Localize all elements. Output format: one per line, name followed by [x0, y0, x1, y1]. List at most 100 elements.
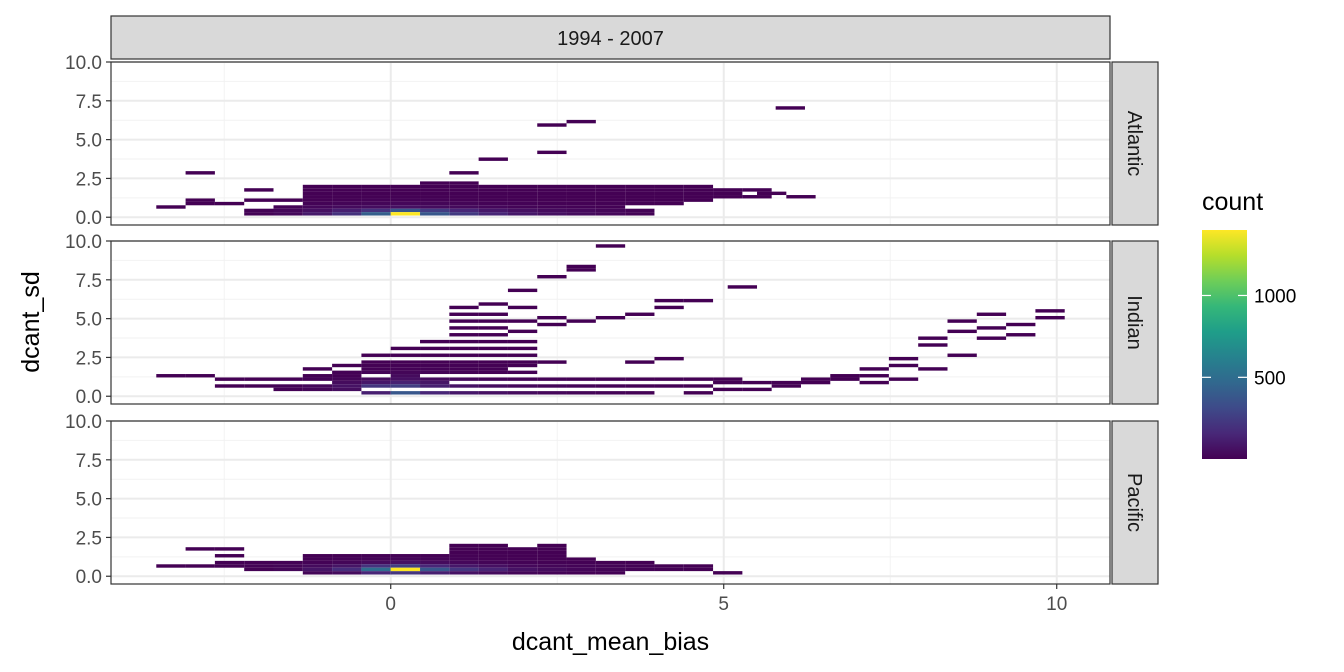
- heatmap-cell: [654, 384, 684, 388]
- heatmap-cell: [625, 564, 655, 568]
- heatmap-cell: [478, 557, 508, 561]
- y-tick-label: 7.5: [76, 271, 102, 292]
- heatmap-cell: [332, 363, 362, 368]
- heatmap-cell: [449, 201, 479, 206]
- heatmap-cell: [302, 188, 333, 192]
- heatmap-cell: [185, 547, 215, 551]
- heatmap-cell: [332, 557, 362, 561]
- heatmap-cell: [420, 195, 450, 199]
- heatmap-cell: [683, 298, 714, 303]
- y-tick-label: 0.0: [76, 208, 102, 229]
- heatmap-cell: [449, 326, 479, 330]
- heatmap-cell: [449, 339, 479, 344]
- heatmap-cell: [742, 387, 772, 392]
- heatmap-cell: [478, 571, 508, 575]
- heatmap-cell: [683, 564, 714, 568]
- legend-colorbar-fill: [1202, 230, 1247, 459]
- heatmap-cell: [595, 567, 626, 572]
- heatmap-cell: [947, 319, 977, 323]
- heatmap-cell: [478, 312, 508, 316]
- heatmap-cell: [449, 305, 479, 310]
- heatmap-cell: [390, 370, 421, 375]
- heatmap-cell: [449, 554, 479, 558]
- heatmap-cell: [727, 285, 758, 289]
- heatmap-cell: [478, 363, 508, 368]
- heatmap-cell: [566, 567, 596, 572]
- heatmap-cell: [478, 201, 508, 206]
- heatmap-cell: [507, 339, 538, 344]
- heatmap-cell: [918, 343, 948, 347]
- y-tick-label: 10.0: [65, 53, 102, 74]
- x-axis-title: dcant_mean_bias: [512, 628, 709, 656]
- heatmap-cell: [976, 312, 1007, 316]
- heatmap-cell: [478, 367, 508, 371]
- heatmap-cell: [566, 564, 596, 568]
- heatmap-cell: [786, 195, 816, 199]
- heatmap-cell: [976, 326, 1007, 330]
- heatmap-cell: [302, 387, 333, 392]
- legend-colorbar: [1202, 230, 1247, 459]
- heatmap-cell: [566, 560, 596, 565]
- heatmap-cell: [302, 191, 333, 196]
- heatmap-cell: [595, 198, 626, 202]
- heatmap-cell: [654, 377, 684, 381]
- heatmap-cell: [537, 191, 567, 196]
- y-tick-label: 10.0: [65, 232, 102, 253]
- facet-row-strip: [1111, 61, 1159, 226]
- heatmap-cell: [537, 274, 567, 279]
- heatmap-cell: [537, 208, 567, 213]
- heatmap-cell: [683, 191, 714, 196]
- heatmap-cell: [654, 356, 684, 361]
- heatmap-cell: [361, 567, 391, 572]
- heatmap-cell: [273, 567, 303, 572]
- legend-tick-label: 500: [1254, 368, 1286, 389]
- heatmap-cell: [449, 567, 479, 572]
- heatmap-cell: [302, 567, 333, 572]
- facet-panels: 0.0 2.5 5.0 7.5 10.0 Atlantic 0.0 2.5 5.0 7.5 10.0…: [65, 53, 1159, 588]
- heatmap-cell: [332, 201, 362, 206]
- heatmap-cell: [302, 374, 333, 378]
- heatmap-cell: [507, 208, 538, 213]
- heatmap-cell: [537, 560, 567, 565]
- heatmap-cell: [449, 560, 479, 565]
- heatmap-cell: [625, 384, 655, 388]
- heatmap-cell: [1006, 333, 1036, 337]
- heatmap-cell: [390, 374, 421, 378]
- heatmap-cell: [478, 184, 508, 189]
- heatmap-cell: [713, 377, 743, 381]
- heatmap-cell: [390, 212, 421, 216]
- heatmap-cell: [859, 380, 889, 385]
- heatmap-cell: [302, 205, 333, 209]
- heatmap-cell: [537, 201, 567, 206]
- heatmap-cell: [273, 384, 303, 388]
- heatmap-cell: [742, 380, 772, 385]
- heatmap-cell: [1035, 315, 1065, 320]
- heatmap-cell: [361, 370, 391, 375]
- heatmap-cell: [566, 319, 596, 323]
- heatmap-cell: [507, 564, 538, 568]
- heatmap-cell: [244, 208, 274, 213]
- heatmap-cell: [361, 560, 391, 565]
- heatmap-cell: [449, 353, 479, 357]
- heatmap-cell: [478, 377, 508, 381]
- heatmap-cell: [478, 550, 508, 555]
- heatmap-cell: [595, 188, 626, 192]
- heatmap-cell: [625, 567, 655, 572]
- legend-ticks: 500 1000: [1202, 286, 1296, 389]
- heatmap-cell: [537, 205, 567, 209]
- heatmap-cell: [537, 571, 567, 575]
- heatmap-cell: [361, 205, 391, 209]
- heatmap-cell: [420, 391, 450, 395]
- heatmap-cell: [420, 380, 450, 385]
- heatmap-cell: [507, 198, 538, 202]
- heatmap-cell: [888, 377, 919, 381]
- heatmap-cell: [390, 363, 421, 368]
- heatmap-cell: [507, 554, 538, 558]
- heatmap-cell: [507, 288, 538, 293]
- heatmap-cell: [449, 184, 479, 189]
- facet-column-strip-background: [110, 15, 1111, 60]
- heatmap-cell: [566, 195, 596, 199]
- heatmap-cell: [595, 212, 626, 216]
- heatmap-cell: [566, 264, 596, 269]
- heatmap-cell: [478, 360, 508, 364]
